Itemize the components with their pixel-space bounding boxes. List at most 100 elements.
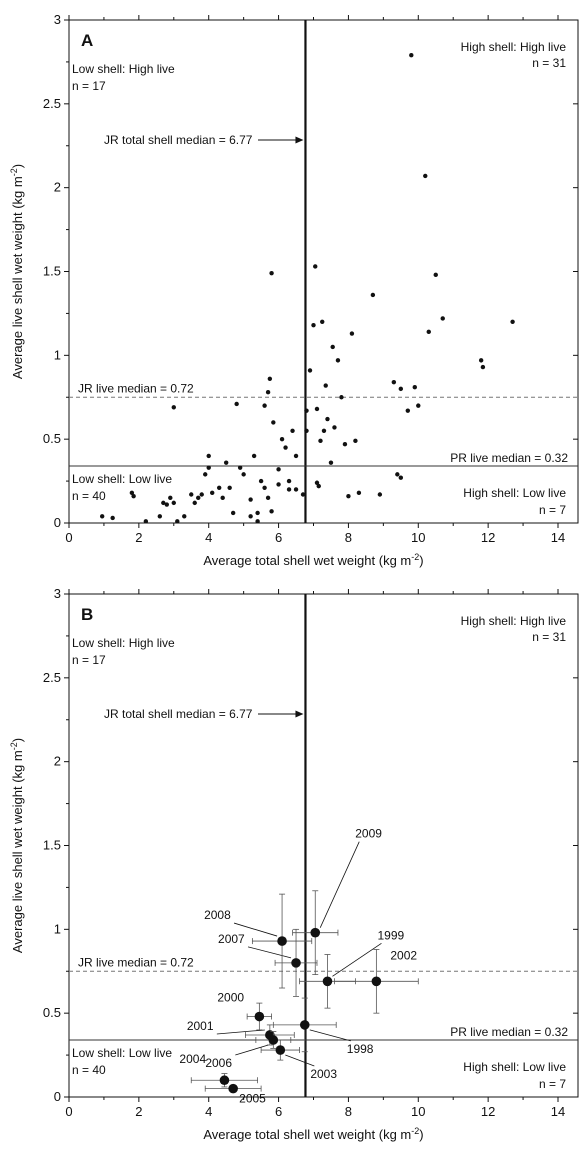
- y-tick-label: 0.5: [43, 1005, 61, 1020]
- data-point: [210, 490, 215, 496]
- jr-live-median-label: JR live median = 0.72: [78, 381, 194, 395]
- data-point: [168, 495, 173, 501]
- y-axis-title: Average live shell wet weight (kg m-2): [9, 164, 25, 379]
- data-point: [276, 482, 281, 487]
- data-point: [391, 379, 397, 385]
- quadrant-high-high-n: n = 31: [532, 630, 566, 644]
- data-point: [332, 425, 337, 430]
- x-tick-label: 0: [65, 530, 72, 545]
- plot-frame: [68, 19, 579, 524]
- data-point: [248, 497, 253, 502]
- data-point: [328, 460, 334, 465]
- quadrant-high-high-n: n = 31: [532, 56, 566, 70]
- x-tick-label: 4: [205, 530, 212, 545]
- data-point: [510, 319, 515, 324]
- year-label-arrow: [332, 942, 382, 977]
- data-point: [161, 500, 166, 506]
- data-point: [265, 390, 271, 395]
- data-point: [426, 329, 431, 335]
- data-point: [283, 445, 288, 450]
- year-label: 2009: [355, 827, 382, 841]
- data-point: [300, 492, 306, 497]
- x-tick-label: 4: [205, 1104, 212, 1119]
- data-point: [349, 331, 355, 336]
- data-point: [262, 485, 267, 490]
- data-point: [129, 490, 135, 496]
- data-point: [227, 485, 232, 490]
- jr-total-median-label: JR total shell median = 6.77: [104, 133, 253, 147]
- data-point: [356, 490, 362, 496]
- year-label: 2008: [204, 908, 231, 922]
- data-point: [440, 316, 445, 321]
- year-point: [268, 1035, 279, 1045]
- year-label: 2005: [239, 1092, 266, 1106]
- year-label: 2000: [217, 991, 244, 1005]
- quadrant-high-high-label: High shell: High live: [461, 614, 567, 628]
- data-point: [320, 319, 325, 324]
- y-tick-label: 2: [54, 754, 61, 769]
- data-point: [314, 406, 320, 412]
- panel-B: 0 2 4 6 8 10 12 14 0 0.5 1 1.5 2 2.5 3 Average total sh…: [9, 586, 579, 1142]
- data-point: [171, 405, 176, 410]
- data-point: [269, 270, 274, 276]
- data-point: [271, 420, 276, 425]
- data-point: [304, 408, 309, 413]
- data-point: [199, 492, 204, 497]
- data-point: [269, 509, 274, 514]
- data-point: [196, 495, 201, 501]
- data-point: [216, 485, 222, 490]
- year-point: [310, 927, 321, 938]
- year-point: [371, 976, 382, 987]
- x-tick-label: 6: [275, 530, 282, 545]
- data-point: [316, 483, 321, 489]
- data-point: [248, 514, 253, 519]
- data-point: [255, 519, 260, 524]
- quadrant-high-low-n: n = 7: [539, 503, 566, 517]
- year-label-arrow: [216, 1029, 265, 1035]
- data-point: [206, 453, 211, 459]
- year-point: [275, 1045, 286, 1055]
- data-point: [290, 428, 295, 433]
- data-point: [318, 438, 323, 444]
- arrowhead-icon: [295, 710, 304, 718]
- y-tick-label: 1.5: [43, 838, 61, 853]
- quadrant-high-low-label: High shell: Low live: [463, 1060, 566, 1074]
- data-point: [307, 368, 313, 373]
- y-tick-label: 1: [54, 921, 61, 936]
- year-label-arrow: [319, 841, 360, 928]
- year-label-arrow: [309, 1029, 351, 1042]
- data-point: [353, 438, 358, 444]
- pr-live-median-label: PR live median = 0.32: [450, 1025, 568, 1039]
- data-point: [99, 514, 105, 519]
- quadrant-low-high-n: n = 17: [72, 79, 106, 93]
- data-point: [409, 53, 414, 58]
- quadrant-low-high-label: Low shell: High live: [72, 636, 175, 650]
- y-tick-label: 2.5: [43, 96, 61, 111]
- data-point: [323, 383, 328, 388]
- year-point: [254, 1011, 265, 1022]
- x-tick-label: 14: [551, 530, 565, 545]
- year-label-arrow: [235, 1044, 269, 1056]
- year-label-arrow: [285, 1054, 315, 1067]
- y-tick-label: 2.5: [43, 670, 61, 685]
- data-point: [377, 492, 383, 497]
- data-point: [279, 436, 285, 442]
- data-point: [313, 264, 318, 269]
- data-point: [478, 358, 484, 363]
- data-point: [258, 478, 264, 484]
- data-point: [276, 467, 281, 472]
- year-point: [277, 936, 287, 946]
- panel-letter: A: [81, 31, 93, 50]
- year-point: [291, 958, 301, 968]
- data-point: [110, 515, 115, 521]
- data-point: [262, 403, 267, 408]
- data-point: [234, 401, 239, 407]
- data-point: [480, 364, 486, 370]
- year-label: 2007: [218, 932, 245, 946]
- x-tick-label: 8: [345, 1104, 352, 1119]
- pr-live-median-label: PR live median = 0.32: [450, 451, 568, 465]
- jr-live-median-label: JR live median = 0.72: [78, 955, 194, 969]
- y-tick-label: 1: [54, 347, 61, 362]
- data-point: [433, 272, 438, 278]
- data-point: [346, 493, 351, 499]
